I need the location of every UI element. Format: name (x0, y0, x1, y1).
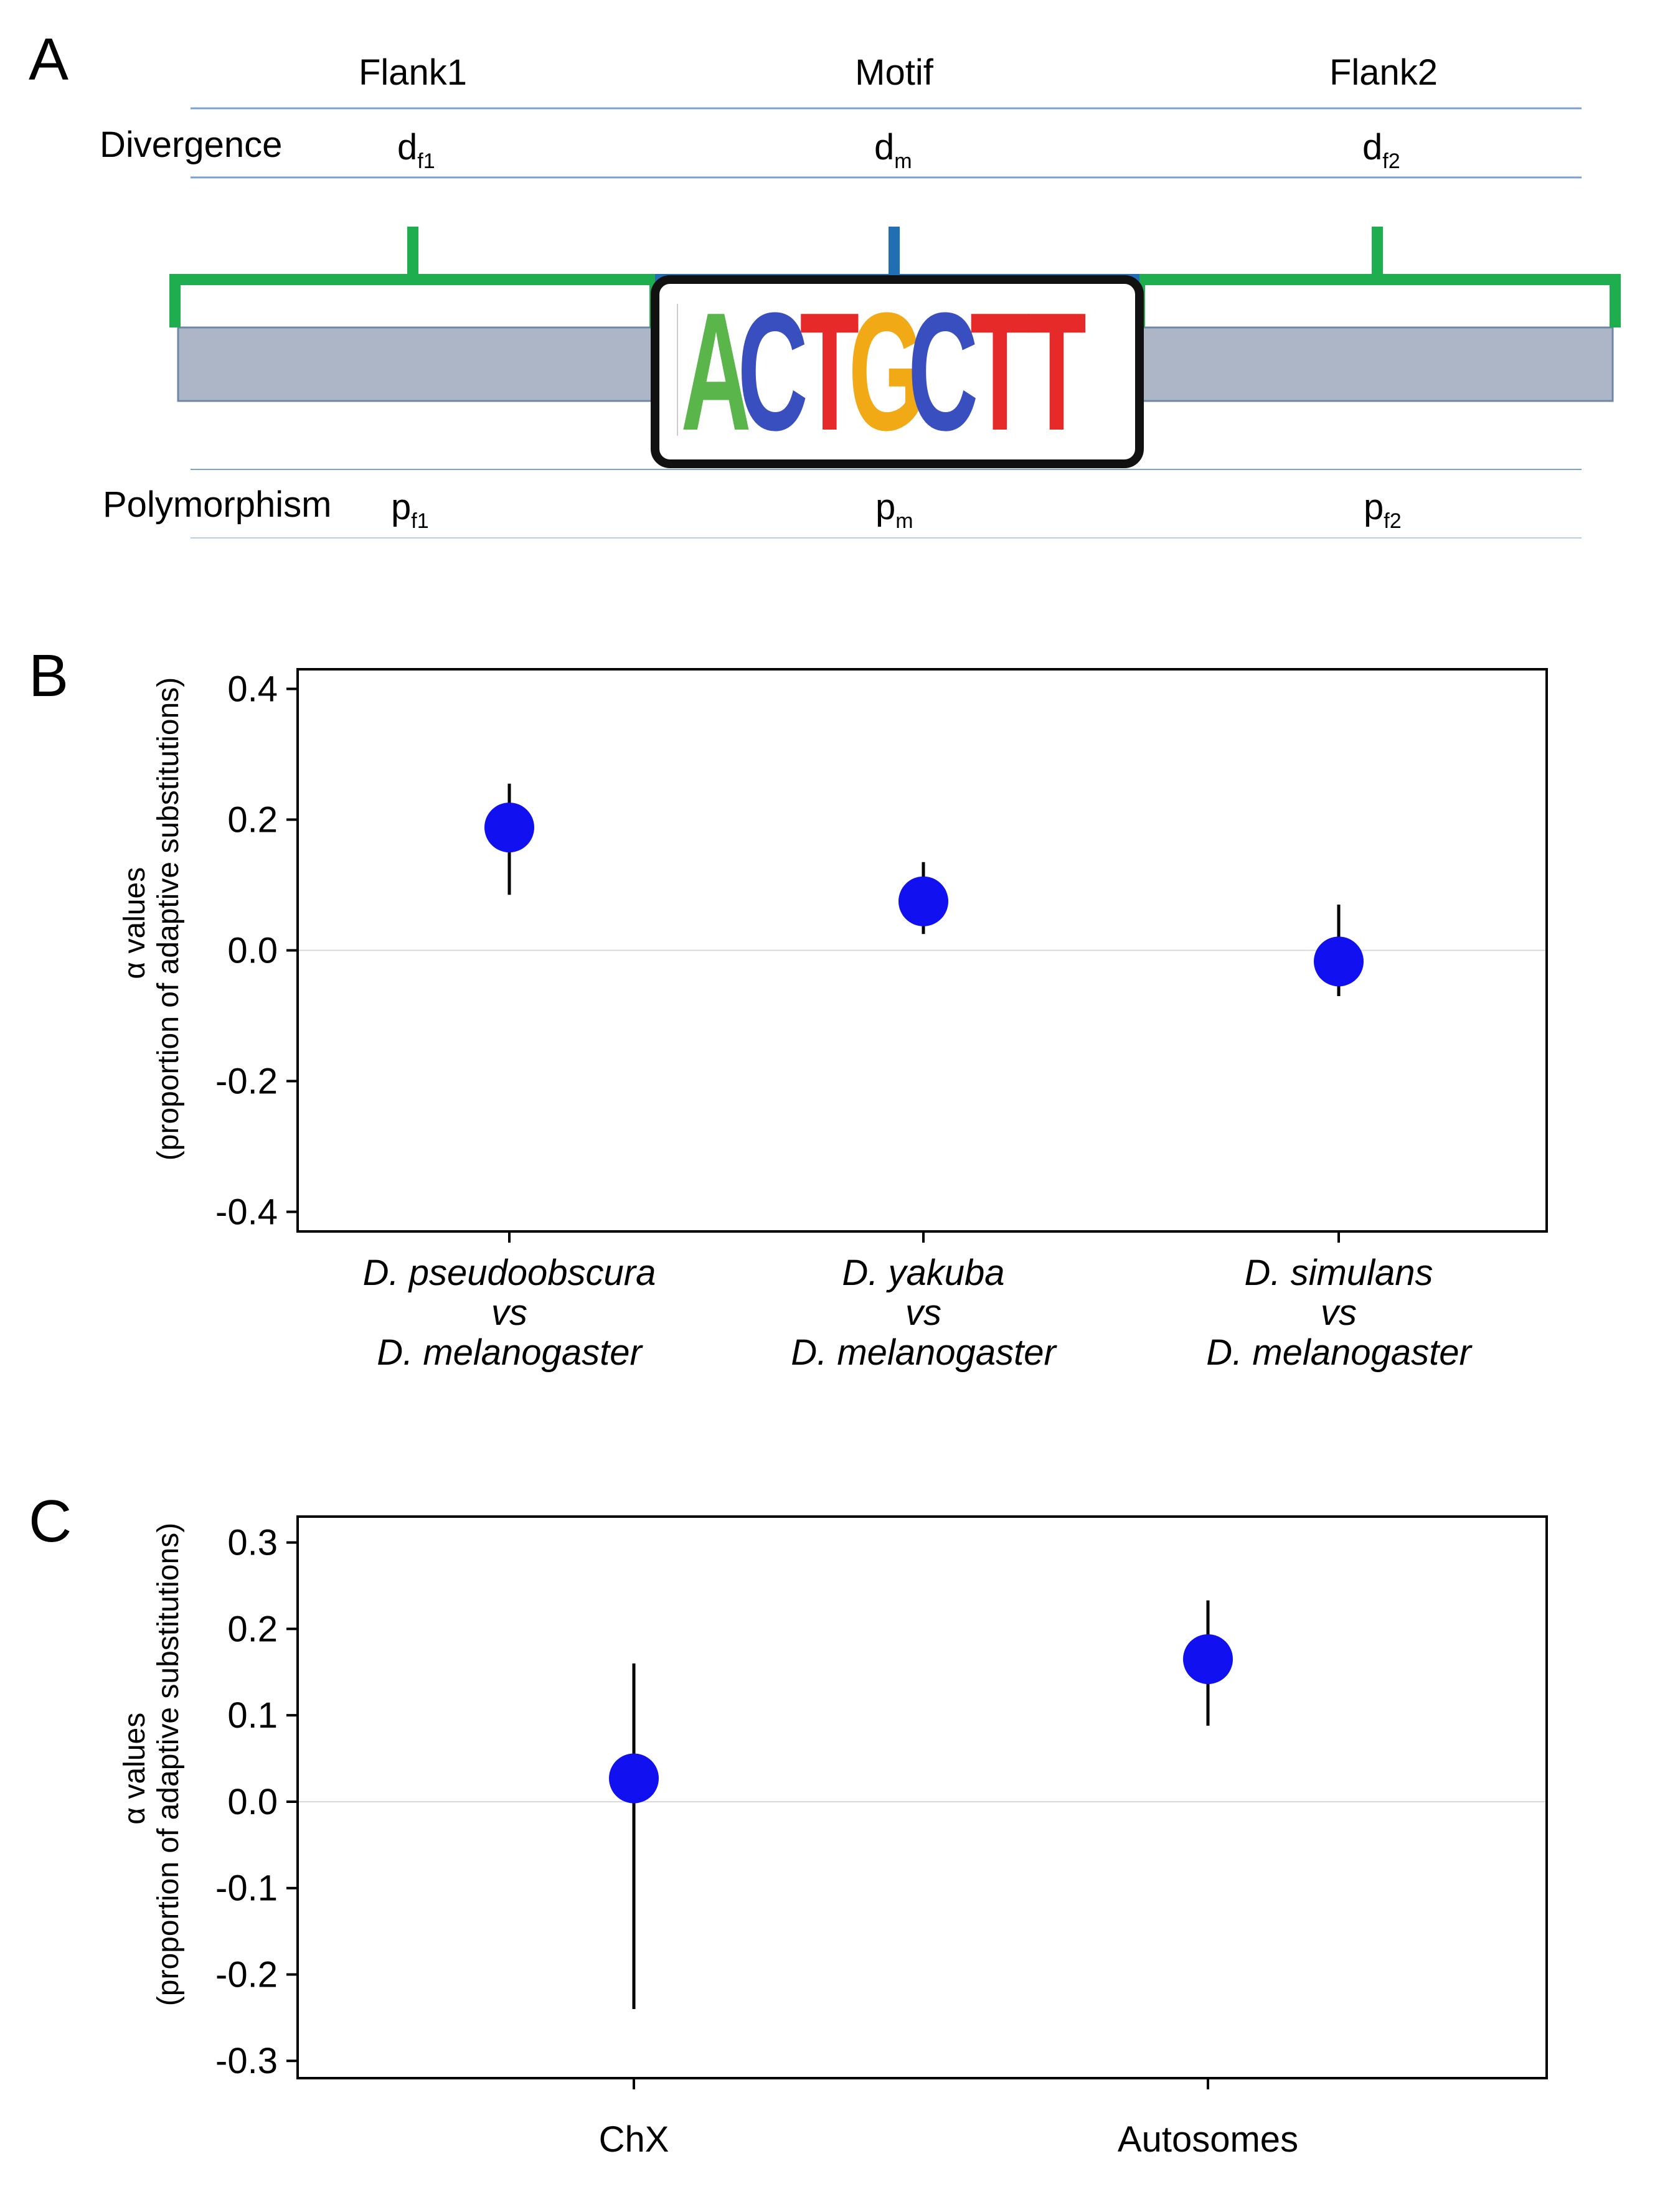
panel-c-letter: C (29, 1488, 72, 1555)
x-tick-label: Autosomes (1118, 2119, 1298, 2160)
y-tick-label: 0.0 (227, 931, 278, 971)
x-tick-label: D. melanogaster (791, 1332, 1057, 1373)
polymorphism-label: Polymorphism (103, 484, 331, 525)
divergence-flank2: df2 (1362, 127, 1400, 173)
panel-c-plot: 0.3 0.2 0.1 0.0 -0.1 -0.2 -0.3 ChX Autosomes (215, 1515, 1548, 2160)
x-tick-label: vs (905, 1292, 941, 1333)
flank2-label: Flank2 (1329, 52, 1438, 93)
panel-a-letter: A (29, 26, 68, 93)
x-tick-label: vs (1321, 1292, 1357, 1333)
logo-letter-t: T (1027, 277, 1087, 465)
divergence-flank1: df1 (397, 127, 435, 173)
y-tick-label: -0.2 (215, 1061, 278, 1102)
divergence-label: Divergence (100, 125, 282, 165)
divergence-motif: dm (874, 127, 912, 173)
y-tick-label: 0.2 (227, 800, 278, 840)
plot-frame (296, 1515, 1548, 2079)
x-tick-label: D. melanogaster (1206, 1332, 1473, 1373)
x-tick-label: D. simulans (1245, 1253, 1433, 1293)
panel-b-chart: B α values (proportion of adaptive subst… (29, 642, 1548, 1373)
y-tick-label: 0.4 (227, 669, 278, 710)
logo-letter-g: G (849, 277, 925, 465)
logo-letter-t: T (799, 277, 859, 465)
y-tick-label: -0.3 (215, 2041, 278, 2081)
y-tick-label: 0.0 (227, 1782, 278, 1822)
logo-letter-t: T (970, 277, 1030, 465)
x-tick-label: ChX (599, 2119, 669, 2160)
panel-b-letter: B (29, 642, 68, 709)
logo-letter-a: A (681, 277, 751, 465)
data-point (1314, 936, 1364, 987)
logo-letter-c: C (908, 277, 978, 465)
polymorphism-flank2: pf2 (1364, 487, 1402, 533)
panel-c-chart: C α values (proportion of adaptive subst… (29, 1488, 1548, 2160)
x-tick-label: vs (491, 1292, 527, 1333)
data-point (1183, 1634, 1233, 1684)
y-tick-label: -0.1 (215, 1868, 278, 1909)
flank1-label: Flank1 (359, 52, 467, 93)
y-tick-label: -0.4 (215, 1192, 278, 1233)
y-tick-label: 0.1 (227, 1695, 278, 1736)
flank2-bracket (1134, 227, 1621, 327)
panel-a-diagram: A Flank1 Motif Flank2 Divergence df1 dm … (29, 26, 1621, 539)
y-tick-label: 0.3 (227, 1523, 278, 1563)
flank1-bracket (169, 227, 661, 327)
x-tick-label: D. melanogaster (377, 1332, 643, 1373)
panel-c-ylabel: α values (proportion of adaptive substit… (118, 1523, 185, 2006)
polymorphism-motif: pm (875, 487, 913, 533)
data-point (898, 876, 948, 926)
panel-b-ylabel: α values (proportion of adaptive substit… (118, 677, 185, 1160)
motif-label: Motif (855, 52, 934, 93)
motif-bracket (655, 227, 1139, 285)
y-tick-label: -0.2 (215, 1954, 278, 1995)
data-point (609, 1753, 659, 1804)
polymorphism-flank1: pf1 (391, 487, 429, 533)
x-tick-label: D. pseudoobscura (363, 1253, 656, 1293)
y-tick-label: 0.2 (227, 1609, 278, 1649)
data-point (484, 802, 534, 853)
x-tick-label: D. yakuba (842, 1253, 1004, 1293)
motif-logo-box (651, 275, 1144, 468)
logo-letter-c: C (738, 277, 808, 465)
